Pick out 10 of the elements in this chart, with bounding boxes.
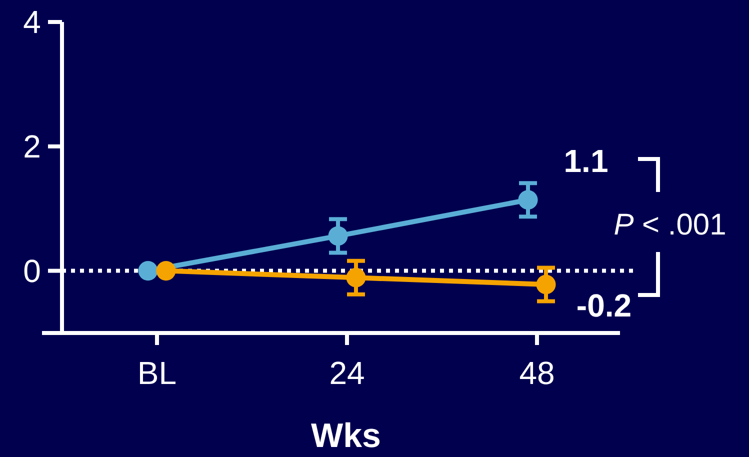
x-tick-label: 24 — [329, 355, 365, 391]
data-label: 1.1 — [564, 142, 608, 179]
y-tick-label: 4 — [23, 4, 41, 40]
y-tick-label: 0 — [23, 253, 41, 289]
x-tick-label: BL — [137, 355, 177, 391]
y-tick-label: 2 — [23, 128, 41, 165]
data-label: -0.2 — [576, 287, 632, 324]
x-axis-title: Wks — [311, 417, 381, 455]
x-tick-label: 48 — [519, 355, 555, 391]
annotation: P < .001 — [614, 208, 726, 242]
